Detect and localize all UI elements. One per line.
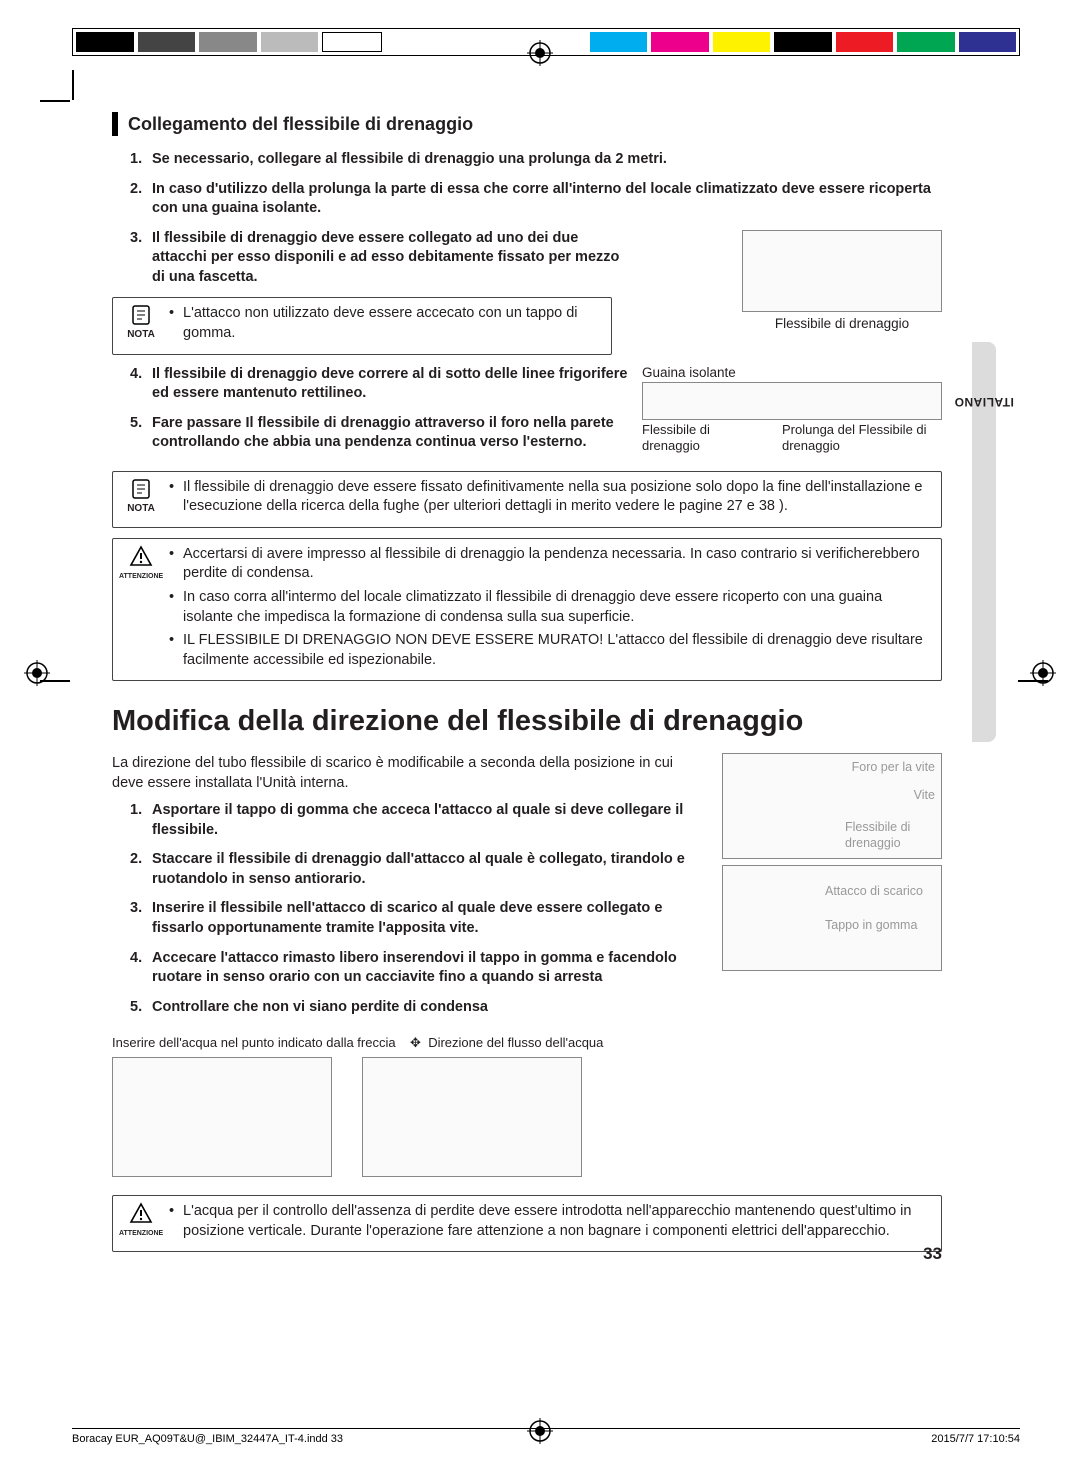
language-tab-label: ITALIANO [954,395,1014,409]
warning-box: ATTENZIONE Accertarsi di avere impresso … [112,538,942,681]
list-item: Se necessario, collegare al flessibile d… [130,150,942,170]
warning-icon [129,1202,153,1224]
figure-sleeve: Guaina isolante Flessibile di drenaggio … [642,365,942,463]
figure-caption: Prolunga del Flessibile di drenaggio [782,422,942,455]
list-item: In caso d'utilizzo della prolunga la par… [130,180,942,219]
bottom-caption: Inserire dell'acqua nel punto indicato d… [112,1035,396,1050]
language-tab: ITALIANO [972,342,996,742]
registration-mark-icon [1030,660,1056,686]
list-item: Staccare il flessibile di drenaggio dall… [130,850,708,889]
list-item: Asportare il tappo di gomma che acceca l… [130,801,708,840]
list-item: Inserire il flessibile nell'attacco di s… [130,899,708,938]
warning-label: ATTENZIONE [119,1230,163,1237]
list-item: Controllare che non vi siano perdite di … [130,998,708,1018]
note-icon [130,304,152,326]
figure-caption: Foro per la vite [852,760,935,776]
intro-paragraph: La direzione del tubo flessibile di scar… [112,753,708,794]
warning-icon [129,545,153,567]
figure-caption: Flessibile di drenaggio [642,422,762,455]
figure-drain-direction: Foro per la vite Vite Flessibile di dren… [722,753,942,1028]
list-item: Il flessibile di drenaggio deve correre … [130,365,628,404]
page-number: 33 [923,1244,942,1264]
note-box: NOTA Il flessibile di drenaggio deve ess… [112,471,942,528]
warning-item: In caso corra all'intermo del locale cli… [169,588,931,627]
note-box: NOTA L'attacco non utilizzato deve esser… [112,297,612,354]
note-label: NOTA [127,329,155,340]
figure-water-flow [112,1057,942,1177]
warning-text: L'acqua per il controllo dell'assenza di… [169,1202,931,1241]
list-item: Accecare l'attacco rimasto libero insere… [130,949,708,988]
figure-caption: Vite [914,788,935,804]
footer-timestamp: 2015/7/7 17:10:54 [931,1433,1020,1446]
drain-connection-steps-cont: Il flessibile di drenaggio deve correre … [112,365,628,453]
footer-file: Boracay EUR_AQ09T&U@_IBIM_32447A_IT-4.in… [72,1433,343,1446]
figure-caption: Flessibile di drenaggio [845,820,935,851]
note-label: NOTA [127,503,155,514]
note-icon [130,478,152,500]
subheading-drainage-connection: Collegamento del flessibile di drenaggio [112,112,942,136]
page-content: ITALIANO Collegamento del flessibile di … [112,112,942,1272]
figure-caption: Guaina isolante [642,365,942,380]
list-item: Fare passare Il flessibile di drenaggio … [130,414,628,453]
bottom-caption: Direzione del flusso dell'acqua [428,1035,603,1050]
figure-caption: Tappo in gomma [825,918,935,934]
figure-caption: Attacco di scarico [825,884,935,900]
note-text: Il flessibile di drenaggio deve essere f… [169,478,931,517]
subheading-text: Collegamento del flessibile di drenaggio [128,114,473,135]
list-item: Il flessibile di drenaggio deve essere c… [130,229,630,288]
warning-box: ATTENZIONE L'acqua per il controllo dell… [112,1195,942,1252]
figure-caption: Flessibile di drenaggio [742,316,942,331]
registration-mark-icon [24,660,50,686]
warning-item: Accertarsi di avere impresso al flessibi… [169,545,931,584]
direction-change-steps: Asportare il tappo di gomma che acceca l… [112,801,708,1017]
registration-mark-icon [527,40,553,66]
imposition-footer: Boracay EUR_AQ09T&U@_IBIM_32447A_IT-4.in… [72,1428,1020,1446]
warning-item: IL FLESSIBILE DI DRENAGGIO NON DEVE ESSE… [169,631,931,670]
section-heading: Modifica della direzione del flessibile … [112,705,942,738]
warning-label: ATTENZIONE [119,573,163,580]
figure-unit-drain: Flessibile di drenaggio [742,230,942,331]
note-text: L'attacco non utilizzato deve essere acc… [169,304,601,343]
